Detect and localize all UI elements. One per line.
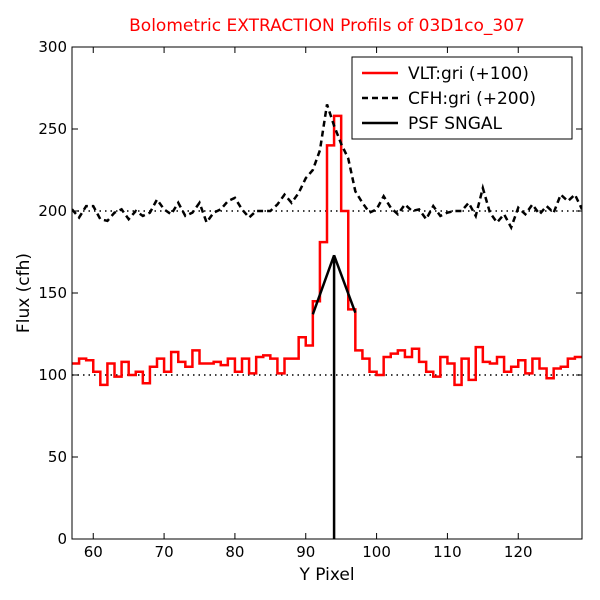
x-tick-label: 110: [433, 543, 462, 561]
legend-label-0: VLT:gri (+100): [408, 64, 529, 84]
x-tick-label: 80: [225, 543, 244, 561]
y-tick-label: 0: [57, 530, 67, 548]
y-tick-label: 100: [38, 366, 67, 384]
reference-lines: [72, 210, 582, 376]
legend-label-2: PSF SNGAL: [408, 114, 503, 134]
x-tick-label: 120: [504, 543, 533, 561]
y-tick-label: 300: [38, 38, 67, 56]
series-line-0: [72, 114, 582, 387]
y-tick-label: 50: [48, 448, 67, 466]
legend-label-1: CFH:gri (+200): [408, 89, 536, 109]
y-tick-label: 200: [38, 202, 67, 220]
legend: VLT:gri (+100) CFH:gri (+200) PSF SNGAL: [351, 56, 573, 140]
x-tick-label: 90: [296, 543, 315, 561]
y-axis: 0 50 100 150 200 250 300: [38, 38, 582, 548]
legend-box: [351, 56, 573, 140]
x-tick-label: 70: [155, 543, 174, 561]
series-line-1: [72, 104, 582, 231]
chart-title: Bolometric EXTRACTION Profils of 03D1co_…: [129, 16, 525, 36]
y-tick-label: 250: [38, 120, 67, 138]
x-axis-title: Y Pixel: [298, 565, 354, 585]
x-tick-label: 100: [362, 543, 391, 561]
series-layer: [72, 104, 582, 539]
y-axis-title: Flux (cfh): [14, 253, 34, 333]
y-tick-label: 150: [38, 284, 67, 302]
x-tick-label: 60: [84, 543, 103, 561]
series-line-2: [311, 254, 357, 539]
x-axis: 60 70 80 90 100 110 120: [84, 47, 533, 561]
